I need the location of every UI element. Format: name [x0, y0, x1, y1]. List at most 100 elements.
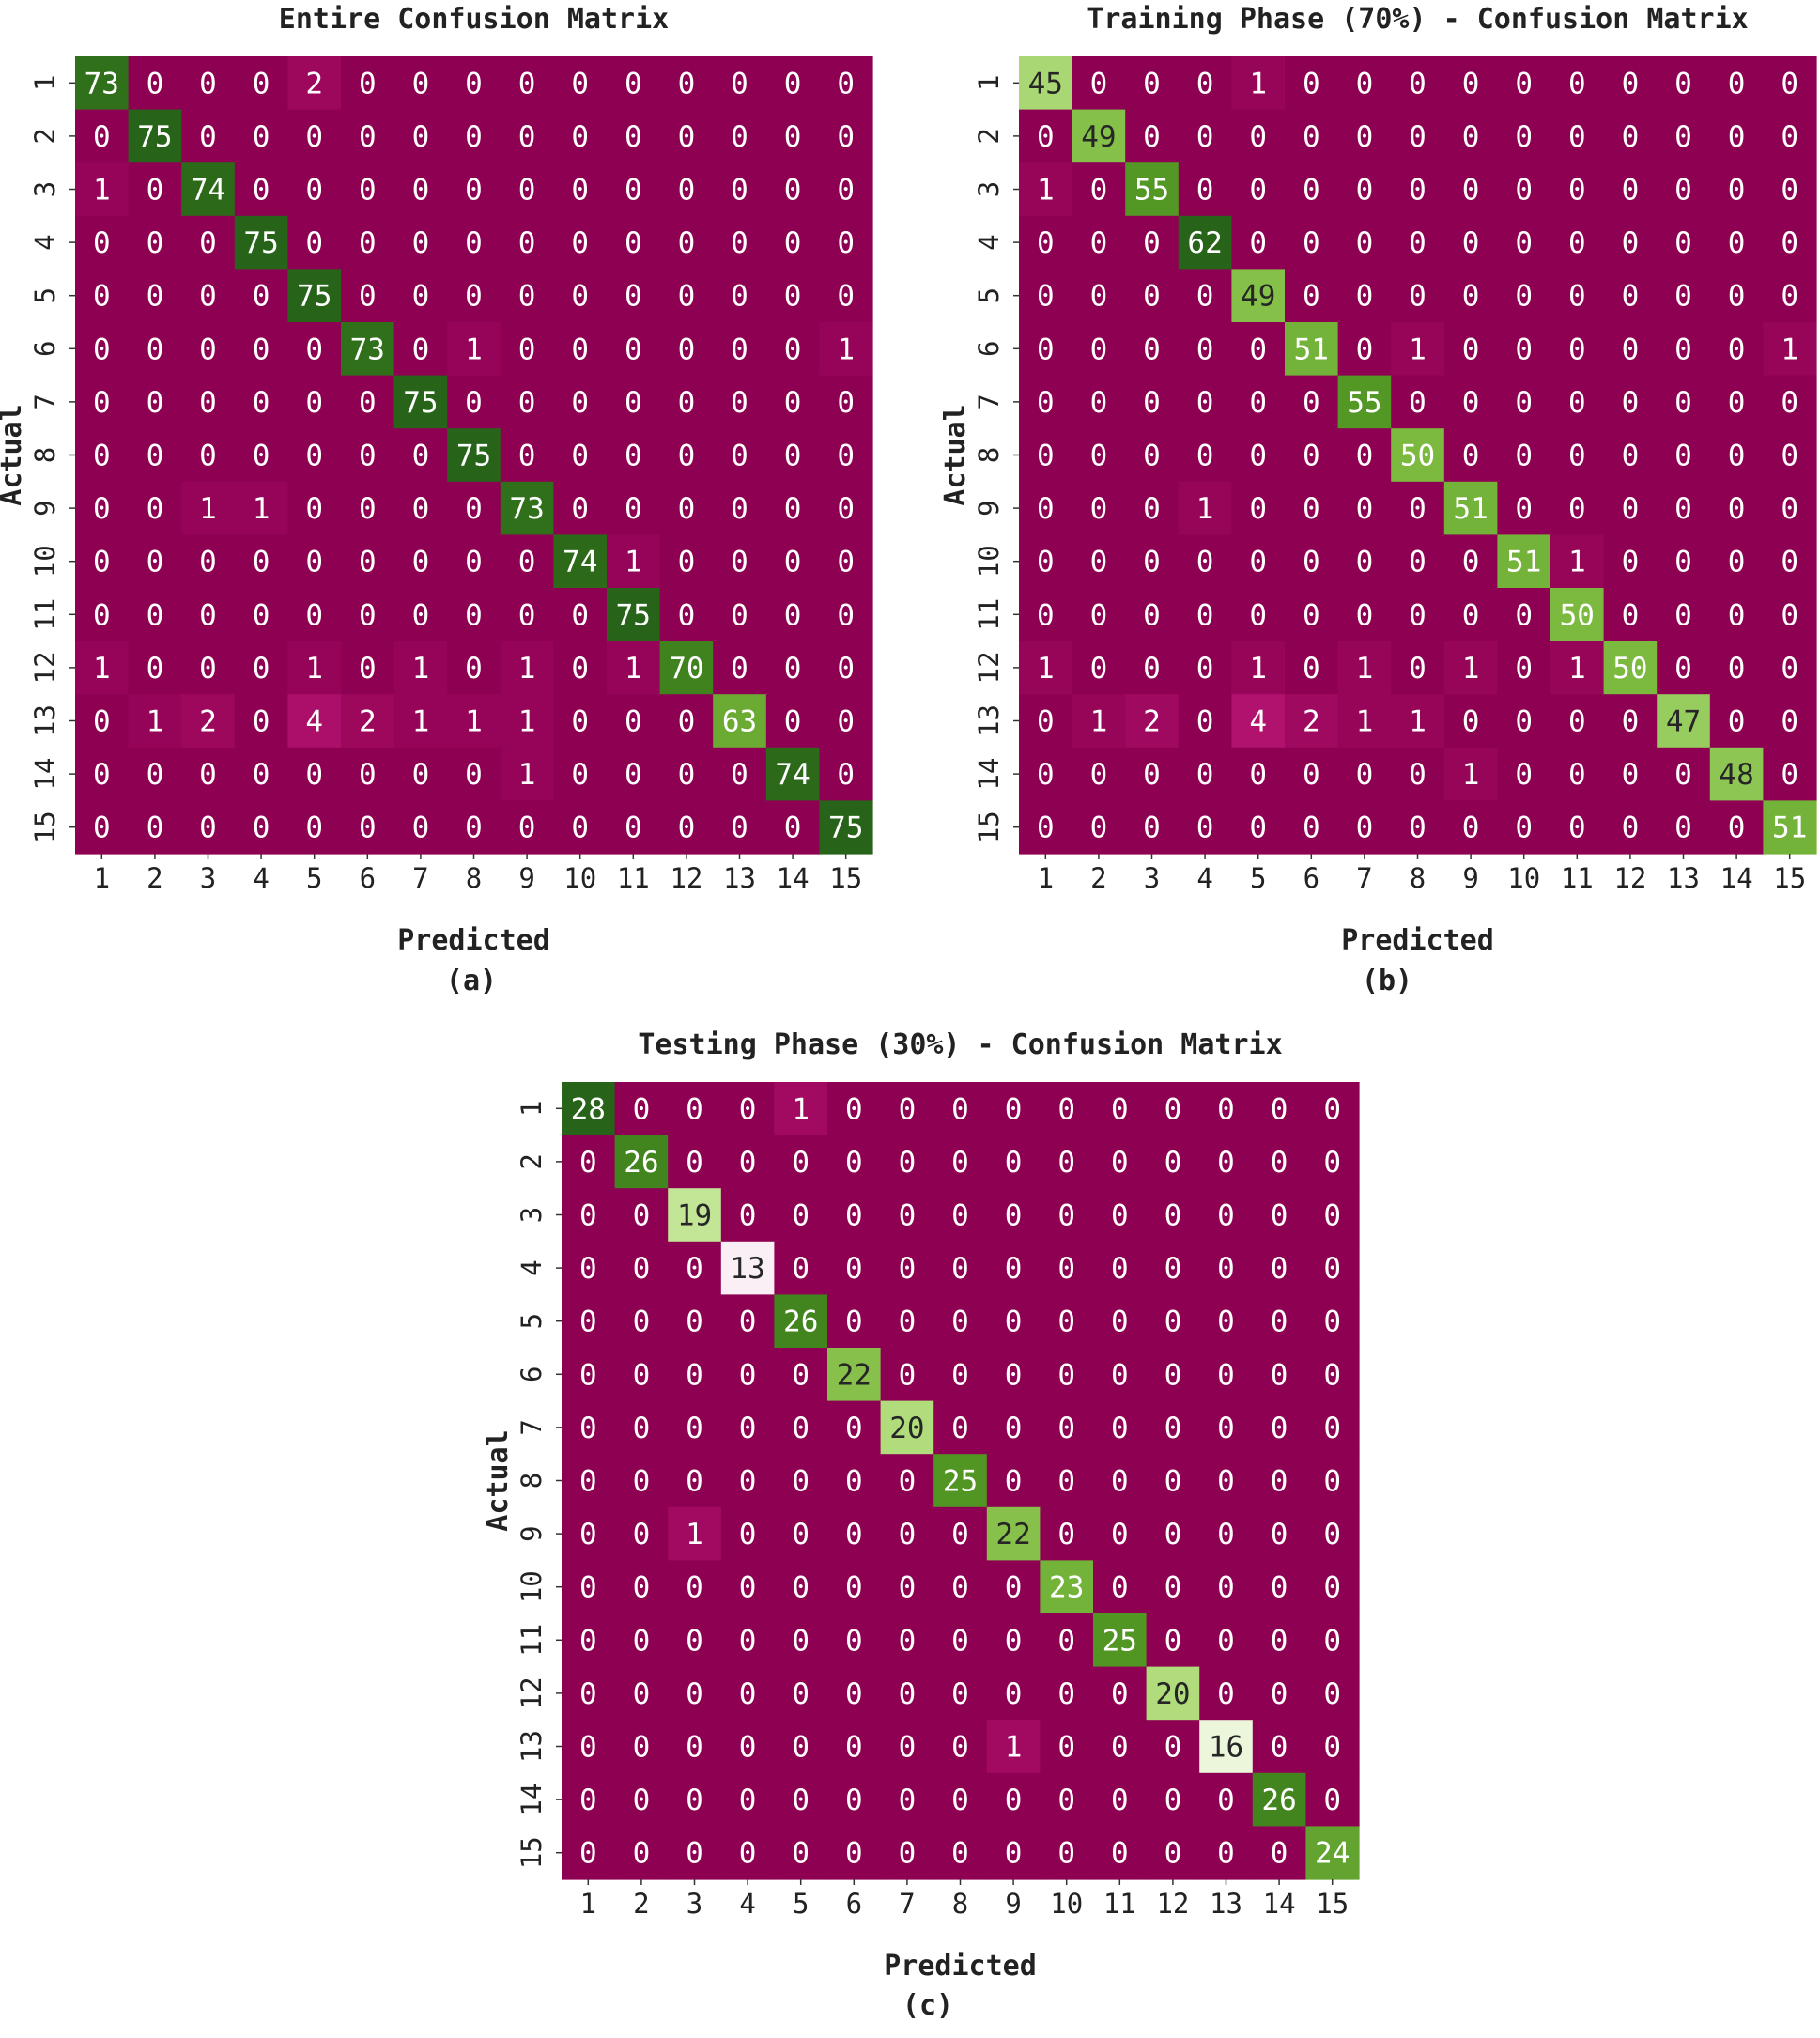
cell-value-label: 0: [518, 120, 536, 154]
heatmap-cell: [393, 162, 448, 217]
heatmap-cell: [500, 56, 554, 111]
cell-value-label: 0: [678, 226, 696, 260]
cell-value-label: 0: [625, 67, 642, 100]
cell-value-label: 0: [1462, 226, 1480, 260]
x-tick-label: 12: [1613, 862, 1646, 894]
cell-value-label: 0: [1674, 120, 1692, 154]
heatmap-cell: [1040, 1348, 1094, 1402]
cell-value-label: 0: [93, 332, 111, 366]
heatmap-cell: [1550, 694, 1605, 749]
cell-value-label: 0: [837, 758, 855, 792]
heatmap-cell: [1603, 481, 1658, 535]
heatmap-cell: [1019, 375, 1073, 429]
heatmap-cell: [341, 322, 395, 377]
heatmap-cell: [341, 481, 395, 535]
cell-value-label: 0: [1249, 546, 1267, 579]
y-axis-label: Actual: [939, 404, 972, 505]
heatmap-cell: [181, 588, 236, 642]
heatmap-cell: [614, 1720, 669, 1774]
x-tick-label: 8: [466, 862, 482, 894]
heatmap-cell: [713, 322, 767, 377]
cell-value-label: 0: [199, 652, 217, 686]
heatmap-cell: [75, 215, 130, 270]
heatmap-cell: [1252, 1348, 1306, 1402]
heatmap-cell: [1497, 109, 1551, 163]
y-tick-label: 10: [516, 1570, 548, 1603]
cell-value-label: 0: [253, 758, 270, 792]
x-tick-label: 4: [253, 862, 269, 894]
cell-value-label: 0: [1090, 598, 1108, 632]
cell-value-label: 0: [678, 598, 696, 632]
cell-value-label: 0: [899, 1731, 917, 1765]
cell-value-label: 0: [199, 758, 217, 792]
panel-c: Testing Phase (30%) - Confusion Matrix28…: [482, 1028, 1360, 2022]
heatmap-cell: [1019, 534, 1073, 589]
cell-value-label: 1: [465, 705, 483, 739]
heatmap-cell: [1146, 1294, 1200, 1349]
heatmap-cell: [607, 215, 661, 270]
heatmap-cell: [562, 1506, 616, 1561]
cell-value-label: 0: [951, 1412, 969, 1445]
cell-value-label: 0: [1462, 332, 1480, 366]
cell-value-label: 0: [1515, 705, 1533, 739]
cell-value-label: 1: [1249, 67, 1267, 100]
cell-value-label: 0: [1781, 67, 1798, 100]
heatmap-cell: [819, 109, 873, 163]
cell-value-label: 0: [951, 1731, 969, 1765]
cell-value-label: 0: [1090, 226, 1108, 260]
cell-value-label: 0: [147, 226, 164, 260]
cell-value-label: 0: [633, 1624, 651, 1658]
heatmap-cell: [765, 800, 820, 855]
heatmap-cell: [1497, 534, 1551, 589]
cell-value-label: 0: [1164, 1199, 1182, 1233]
y-tick-label: 8: [973, 447, 1005, 463]
cell-value-label: 0: [1409, 652, 1427, 686]
heatmap-cell: [1178, 109, 1232, 163]
heatmap-cell: [765, 56, 820, 111]
heatmap-cell: [1709, 109, 1764, 163]
cell-value-label: 0: [1143, 652, 1161, 686]
heatmap-cell: [1125, 481, 1180, 535]
cell-value-label: 0: [1196, 67, 1214, 100]
cell-value-label: 0: [1005, 1146, 1023, 1180]
cell-value-label: 2: [1303, 705, 1320, 739]
heatmap-cell: [1603, 747, 1658, 801]
heatmap-cell: [1040, 1188, 1094, 1243]
heatmap-cell: [75, 375, 130, 429]
heatmap-cell: [986, 1241, 1041, 1295]
heatmap-cell: [827, 1506, 882, 1561]
cell-value-label: 47: [1666, 705, 1701, 739]
cell-value-label: 0: [1111, 1677, 1129, 1711]
cell-value-label: 0: [899, 1252, 917, 1286]
heatmap-cell: [1603, 56, 1658, 111]
cell-value-label: 0: [784, 440, 802, 473]
heatmap-cell: [287, 800, 342, 855]
heatmap-cell: [1603, 641, 1658, 695]
cell-value-label: 0: [1057, 1465, 1075, 1499]
cell-value-label: 0: [199, 440, 217, 473]
cell-value-label: 0: [1515, 120, 1533, 154]
heatmap-cell: [1199, 1506, 1254, 1561]
cell-value-label: 0: [1037, 705, 1055, 739]
cell-value-label: 0: [1111, 1837, 1129, 1871]
cell-value-label: 0: [1781, 652, 1798, 686]
cell-value-label: 0: [837, 174, 855, 208]
cell-value-label: 0: [412, 67, 430, 100]
cell-value-label: 0: [1356, 332, 1374, 366]
cell-value-label: 0: [465, 492, 483, 526]
heatmap-cell: [1763, 428, 1817, 483]
cell-value-label: 0: [1143, 598, 1161, 632]
y-tick-label: 14: [973, 758, 1005, 791]
heatmap-cell: [880, 1454, 934, 1508]
cell-value-label: 0: [1515, 811, 1533, 845]
heatmap-cell: [986, 1188, 1041, 1243]
heatmap-cell: [774, 1400, 828, 1455]
heatmap-cell: [234, 747, 288, 801]
cell-value-label: 0: [1356, 758, 1374, 792]
heatmap-cell: [1497, 162, 1551, 217]
cell-value-label: 0: [1271, 1358, 1288, 1392]
heatmap-cell: [393, 269, 448, 323]
heatmap-cell: [986, 1720, 1041, 1774]
cell-value-label: 0: [147, 598, 164, 632]
heatmap-cell: [1072, 375, 1126, 429]
